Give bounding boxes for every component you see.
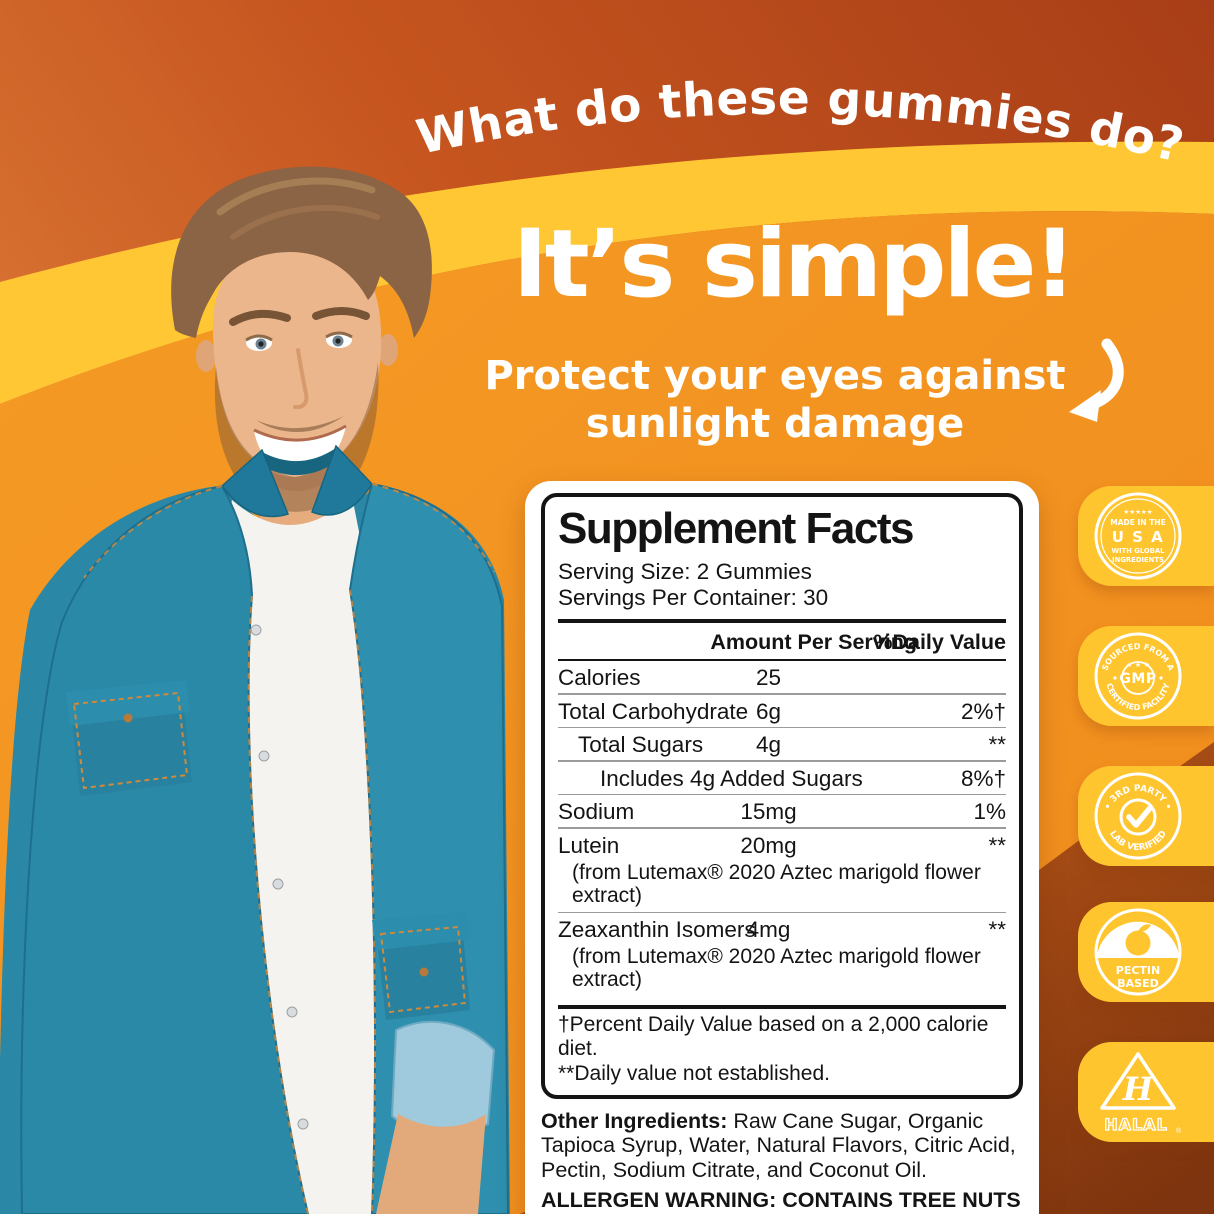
- upper-lip: [253, 424, 347, 442]
- svg-text:®: ®: [1176, 1127, 1182, 1135]
- ear: [378, 334, 398, 366]
- table-row-calories: Calories 25: [558, 665, 782, 691]
- svg-text:What do these gummies do?: What do these gummies do?: [412, 71, 1189, 174]
- yellow-swoosh: [0, 141, 1214, 404]
- hero-title: It’s simple!: [512, 210, 1077, 319]
- collar-back: [262, 448, 336, 476]
- shirt-left-front: [20, 484, 310, 1214]
- svg-text:BASED: BASED: [1117, 977, 1158, 990]
- footnote-daily-value: †Percent Daily Value based on a 2,000 ca…: [558, 1012, 989, 1061]
- collar-left: [220, 448, 290, 518]
- svg-text:INGREDIENTS: INGREDIENTS: [1112, 556, 1164, 564]
- divider: [558, 793, 1006, 796]
- other-ingredients-label: Other Ingredients:: [541, 1108, 728, 1133]
- headline-text: What do these gummies do?: [412, 71, 1189, 174]
- servings-per-container: Servings Per Container: 30: [558, 584, 829, 610]
- supplement-facts-panel: Supplement Facts Serving Size: 2 Gummies…: [525, 481, 1039, 1214]
- divider: [558, 726, 1006, 729]
- divider: [558, 1004, 1006, 1009]
- badge-pectin-based: PECTIN BASED: [1078, 902, 1214, 1002]
- halal-h-glyph: H: [1122, 1070, 1155, 1108]
- svg-text:HALAL: HALAL: [1104, 1115, 1168, 1134]
- collar-right: [311, 444, 373, 516]
- svg-text:WITH GLOBAL: WITH GLOBAL: [1112, 547, 1166, 555]
- hair-highlight: [230, 204, 380, 240]
- made-in-usa-stamp-icon: ★★★★★ MADE IN THE U S A WITH GLOBAL INGR…: [1094, 492, 1182, 580]
- badge-gmp: SOURCED FROM A ★ ★ ★ GMP CERTIFIED FACIL…: [1078, 626, 1214, 726]
- halal-icon: H HALAL ®: [1100, 1052, 1182, 1135]
- facts-title: Supplement Facts: [558, 504, 914, 553]
- facts-header-row: Amount Per Serving %Daily Value: [558, 627, 1006, 657]
- svg-text:GMP: GMP: [1119, 671, 1156, 687]
- neck-shadow: [260, 444, 338, 492]
- pectin-based-icon: PECTIN BASED: [1094, 908, 1182, 996]
- check-icon: [1126, 805, 1153, 828]
- headline-banner: What do these gummies do?: [412, 71, 1189, 174]
- shirt-buttons: [250, 624, 309, 1130]
- table-row-zeaxanthin: Zeaxanthin Isomers 4mg **: [558, 917, 1006, 943]
- footnote-not-established: **Daily value not established.: [558, 1062, 830, 1086]
- svg-text:• 3RD PARTY •: • 3RD PARTY •: [1103, 784, 1173, 812]
- man-smiling-photo: [0, 166, 510, 1214]
- badge-made-in-usa: ★★★★★ MADE IN THE U S A WITH GLOBAL INGR…: [1078, 486, 1214, 586]
- divider: [558, 760, 1006, 762]
- ear: [196, 340, 216, 372]
- chest-pocket: [66, 680, 192, 796]
- table-row-total-sugars: Total Sugars 4g **: [578, 732, 1006, 758]
- shirt-stitching: [83, 483, 495, 1214]
- lutein-source-note: (from Lutemax® 2020 Aztec marigold flowe…: [572, 860, 981, 907]
- divider: [558, 658, 1006, 662]
- table-row-total-carbohydrate: Total Carbohydrate 6g 2%†: [558, 698, 1006, 724]
- svg-text:PECTIN: PECTIN: [1116, 964, 1160, 977]
- lab-verified-stamp-icon: • 3RD PARTY • LAB VERIFIED: [1094, 772, 1182, 860]
- table-row-lutein: Lutein 20mg **: [558, 832, 1006, 858]
- svg-text:MADE IN THE: MADE IN THE: [1110, 518, 1165, 527]
- other-ingredients-text: Raw Cane Sugar, Organic Tapioca Syrup, W…: [541, 1108, 1016, 1182]
- other-ingredients: Other Ingredients: Raw Cane Sugar, Organ…: [541, 1109, 1023, 1183]
- eyebrow: [229, 309, 291, 326]
- apple-icon: [1125, 930, 1151, 956]
- serving-size: Serving Size: 2 Gummies: [558, 558, 812, 584]
- nose: [293, 348, 309, 410]
- divider: [558, 827, 1006, 829]
- facts-footnotes: †Percent Daily Value based on a 2,000 ca…: [558, 1013, 1006, 1087]
- divider: [558, 618, 1006, 623]
- zeaxanthin-source-note: (from Lutemax® 2020 Aztec marigold flowe…: [572, 945, 981, 992]
- panel-lower-text: Other Ingredients: Raw Cane Sugar, Organ…: [541, 1109, 1023, 1214]
- rolled-sleeve-cuff: [390, 1020, 496, 1136]
- chest-pocket: [372, 912, 470, 1020]
- svg-text:U S A: U S A: [1112, 528, 1165, 546]
- forearm: [376, 1114, 486, 1214]
- mustache: [256, 416, 344, 432]
- col-dv-header: %Daily Value: [873, 629, 1006, 654]
- stars: ★★★★★: [1123, 508, 1152, 516]
- allergen-warning: ALLERGEN WARNING: CONTAINS TREE NUTS (CO…: [541, 1188, 1021, 1214]
- hair: [171, 166, 432, 338]
- eyebrow: [312, 307, 370, 320]
- eyes: [245, 331, 353, 351]
- curved-arrow-icon: [1069, 338, 1124, 422]
- table-row-added-sugars: Includes 4g Added Sugars 8%†: [600, 765, 1006, 791]
- divider: [558, 693, 1006, 695]
- facts-box: Supplement Facts Serving Size: 2 Gummies…: [541, 493, 1023, 1099]
- col-amount-header: Amount Per Serving: [710, 629, 917, 654]
- divider: [558, 911, 1006, 914]
- table-row-sodium: Sodium 15mg 1%: [558, 799, 1006, 825]
- bottom-dark-corner: [520, 742, 1214, 1214]
- badge-halal: H HALAL ®: [1078, 1042, 1214, 1142]
- face: [212, 237, 382, 478]
- hero-subtitle-line2: sunlight damage: [585, 401, 965, 447]
- hair-highlight: [216, 177, 376, 216]
- badge-third-party-lab-verified: • 3RD PARTY • LAB VERIFIED: [1078, 766, 1214, 866]
- stars: ★ ★ ★: [1126, 661, 1150, 669]
- hero-subtitle: Protect your eyes against sunlight damag…: [440, 352, 1110, 448]
- halal-triangle: [1100, 1052, 1176, 1110]
- gmp-stamp-icon: SOURCED FROM A ★ ★ ★ GMP CERTIFIED FACIL…: [1094, 632, 1182, 720]
- hero-subtitle-line1: Protect your eyes against: [484, 353, 1066, 399]
